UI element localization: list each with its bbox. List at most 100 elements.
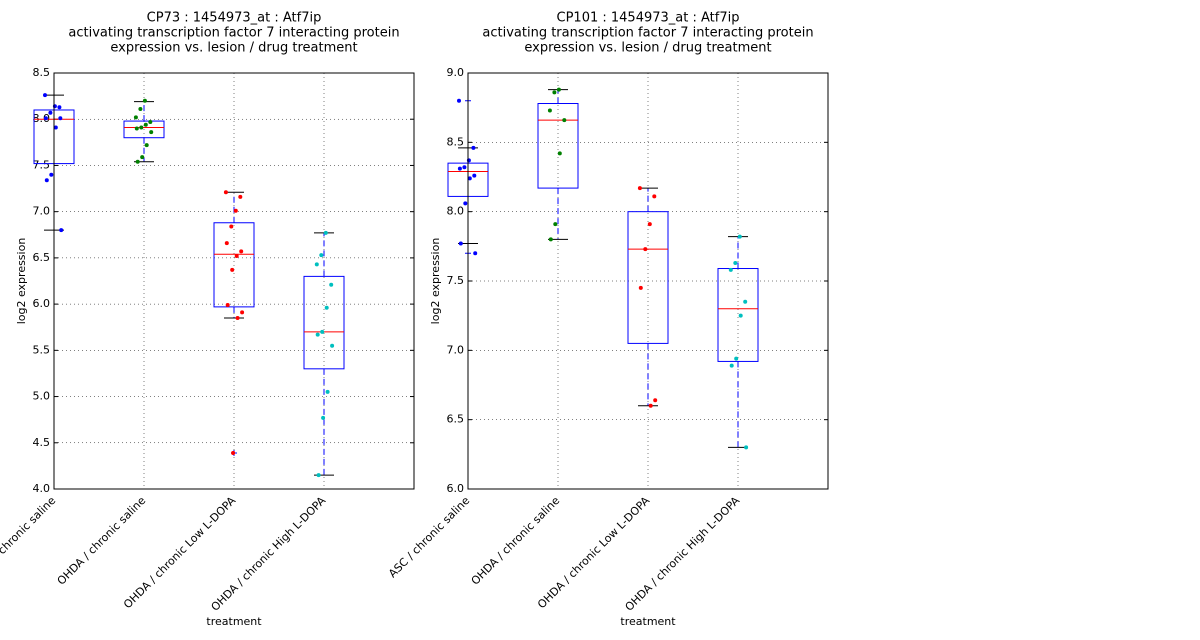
chart-title: expression vs. lesion / drug treatment <box>110 41 357 56</box>
point <box>238 194 243 199</box>
point <box>140 155 145 160</box>
point <box>59 228 64 233</box>
box <box>213 222 255 308</box>
point <box>230 267 235 272</box>
y-tick-label: 6.0 <box>33 297 51 310</box>
point <box>325 389 330 394</box>
x-tick-label: ASC / chronic saline <box>0 494 58 580</box>
point <box>744 445 749 450</box>
point <box>148 119 153 124</box>
point <box>472 173 477 178</box>
point <box>733 260 738 265</box>
y-tick-label: 7.5 <box>447 274 465 287</box>
point <box>330 343 335 348</box>
point <box>139 125 144 130</box>
chart-title: CP101 : 1454973_at : Atf7ip <box>557 11 740 26</box>
point <box>653 398 658 403</box>
point <box>149 130 154 135</box>
point <box>144 143 149 148</box>
point <box>458 241 463 246</box>
plot-frame <box>53 72 415 490</box>
point <box>329 282 334 287</box>
point <box>738 313 743 318</box>
point <box>652 194 657 199</box>
box <box>717 268 759 362</box>
point <box>225 303 230 308</box>
point <box>547 108 552 113</box>
y-tick-label: 8.5 <box>447 135 465 148</box>
point <box>462 165 467 170</box>
point <box>323 230 328 235</box>
point <box>638 285 643 290</box>
point <box>133 115 138 120</box>
y-tick-label: 8.5 <box>33 66 51 79</box>
x-axis-label: treatment <box>206 615 262 628</box>
point <box>471 145 476 150</box>
chart-title: CP73 : 1454973_at : Atf7ip <box>147 11 322 26</box>
point <box>320 329 325 334</box>
y-tick-label: 7.5 <box>33 158 51 171</box>
point <box>463 201 468 206</box>
x-tick-label: OHDA / chronic saline <box>55 494 149 588</box>
point <box>562 118 567 123</box>
point <box>552 90 557 95</box>
chart-title: expression vs. lesion / drug treatment <box>524 41 771 56</box>
y-tick-label: 7.0 <box>33 205 51 218</box>
point <box>647 222 652 227</box>
y-tick-label: 7.0 <box>447 343 465 356</box>
point <box>48 110 53 115</box>
point <box>316 473 321 478</box>
point <box>239 249 244 254</box>
point <box>553 222 558 227</box>
point <box>548 237 553 242</box>
point <box>457 98 461 103</box>
point <box>138 107 143 112</box>
y-tick-label: 8.0 <box>447 205 465 218</box>
point <box>143 122 148 127</box>
point <box>729 363 734 368</box>
y-tick-label: 6.5 <box>447 413 465 426</box>
point <box>743 299 748 304</box>
x-tick-label: ASC / chronic saline <box>386 494 472 580</box>
point <box>134 126 139 131</box>
x-tick-label: OHDA / chronic saline <box>469 494 563 588</box>
point <box>57 105 62 110</box>
point <box>467 176 472 181</box>
chart-title: activating transcription factor 7 intera… <box>482 26 813 41</box>
point <box>43 116 48 121</box>
chart-title: activating transcription factor 7 intera… <box>68 26 399 41</box>
point <box>231 450 236 455</box>
point <box>556 87 561 92</box>
box <box>627 211 669 344</box>
point <box>234 254 239 259</box>
point <box>43 93 47 98</box>
point <box>321 415 326 420</box>
y-tick-label: 4.5 <box>33 436 51 449</box>
y-tick-label: 5.5 <box>33 343 51 356</box>
box <box>303 275 345 370</box>
point <box>315 332 320 337</box>
y-tick-label: 9.0 <box>447 66 465 79</box>
point <box>135 159 140 164</box>
point <box>319 253 324 258</box>
point <box>240 310 245 315</box>
point <box>324 305 329 310</box>
point <box>473 251 478 256</box>
point <box>229 224 234 229</box>
point <box>737 234 742 239</box>
point <box>648 403 653 408</box>
point <box>224 241 229 246</box>
point <box>643 247 648 252</box>
point <box>457 166 462 171</box>
y-tick-label: 6.0 <box>447 482 465 495</box>
point <box>637 186 642 191</box>
point <box>142 98 147 103</box>
point <box>734 356 739 361</box>
plot-frame <box>467 72 829 490</box>
point <box>235 315 240 320</box>
point <box>44 178 49 183</box>
y-tick-label: 4.0 <box>33 482 51 495</box>
